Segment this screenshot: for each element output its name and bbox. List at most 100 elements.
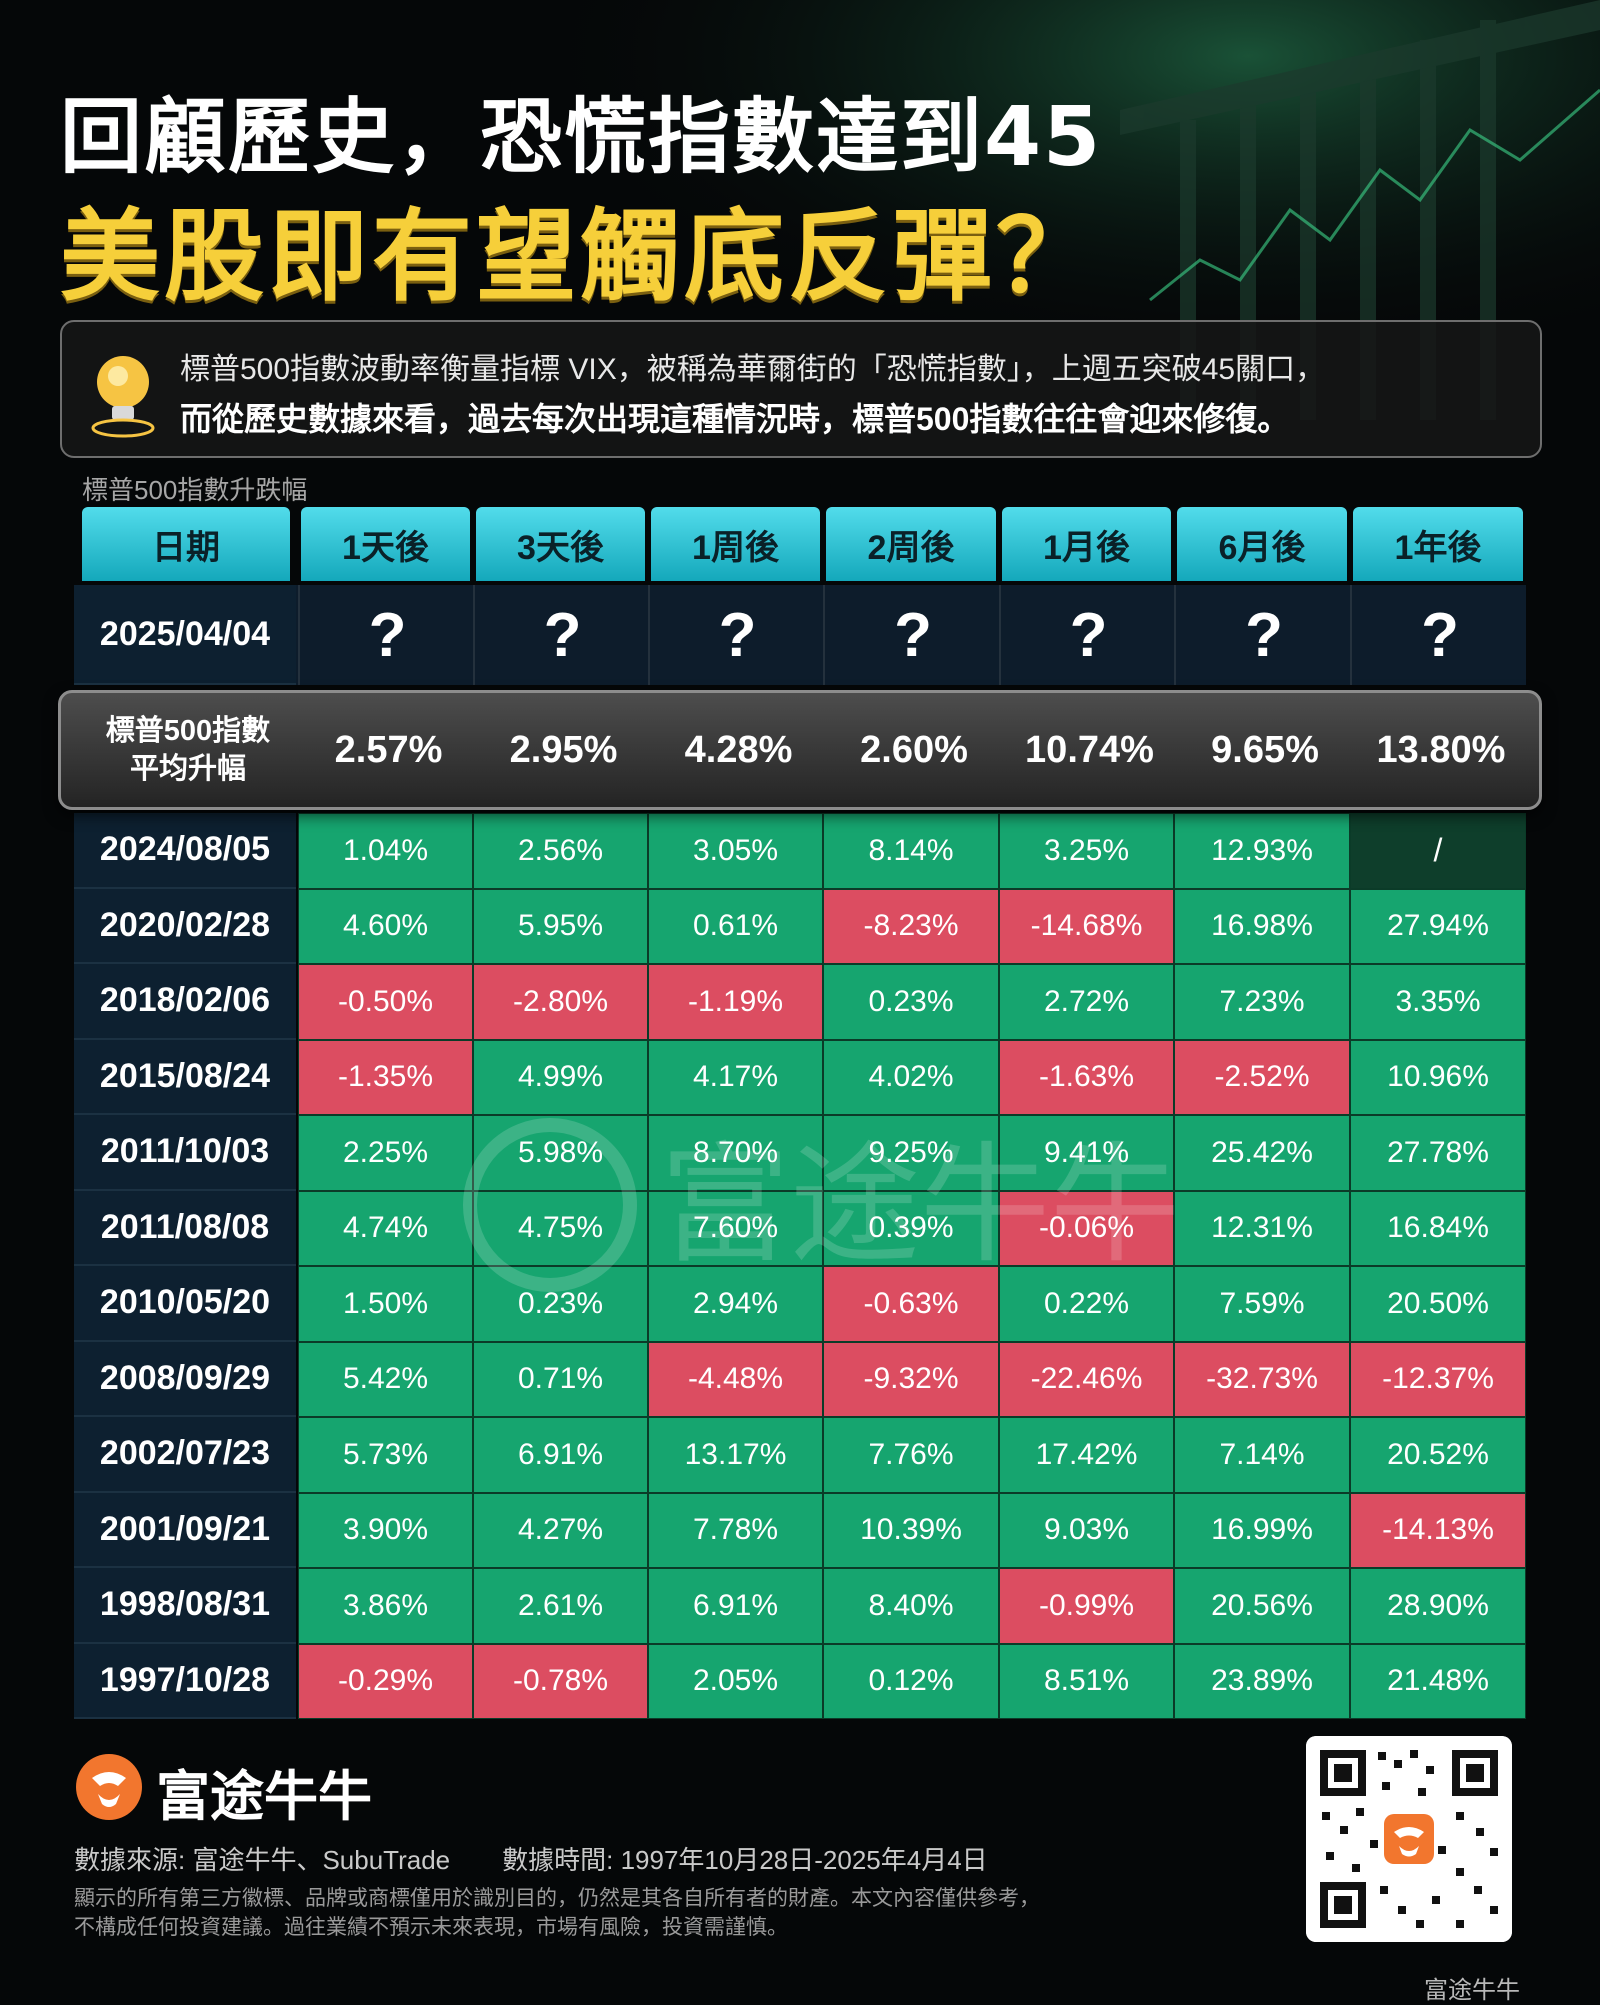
row-date: 2001/09/21 bbox=[74, 1492, 296, 1568]
table-cell: 6.91% bbox=[473, 1417, 648, 1493]
table-cell: 4.75% bbox=[473, 1190, 648, 1266]
table-cell: 7.78% bbox=[648, 1492, 823, 1568]
table-cell: -0.78% bbox=[473, 1643, 648, 1719]
table-cell: 0.61% bbox=[648, 888, 823, 964]
table-cell: 5.73% bbox=[298, 1417, 473, 1493]
table-cell: 2.72% bbox=[999, 964, 1174, 1040]
row-date: 2011/08/08 bbox=[74, 1190, 296, 1266]
table-cell: -2.80% bbox=[473, 964, 648, 1040]
table-cell: -0.99% bbox=[999, 1568, 1174, 1644]
table-cell: 13.17% bbox=[648, 1417, 823, 1493]
table-cell: / bbox=[1350, 813, 1526, 889]
table-cell: -1.63% bbox=[999, 1039, 1174, 1115]
table-cell: -9.32% bbox=[823, 1341, 999, 1417]
table-cell: 4.02% bbox=[823, 1039, 999, 1115]
table-cell: -1.19% bbox=[648, 964, 823, 1040]
average-value: 2.95% bbox=[509, 728, 618, 771]
table-cell: 0.39% bbox=[823, 1190, 999, 1266]
average-value: 4.28% bbox=[684, 728, 793, 771]
pending-value: ? bbox=[648, 585, 825, 685]
pending-value: ? bbox=[1174, 585, 1352, 685]
average-value: 2.57% bbox=[334, 728, 443, 771]
table-cell: 20.52% bbox=[1350, 1417, 1526, 1493]
table-cell: 4.74% bbox=[298, 1190, 473, 1266]
table-cell: 2.56% bbox=[473, 813, 648, 889]
table-cell: -4.48% bbox=[648, 1341, 823, 1417]
table-cell: 0.12% bbox=[823, 1643, 999, 1719]
intro-box: 標普500指數波動率衡量指標 VIX，被稱為華爾街的「恐慌指數」，上週五突破45… bbox=[60, 320, 1542, 458]
average-value: 13.80% bbox=[1376, 728, 1506, 771]
table-cell: 2.25% bbox=[298, 1115, 473, 1191]
futu-logo-icon bbox=[76, 1754, 142, 1820]
table-cell: -0.50% bbox=[298, 964, 473, 1040]
table-cell: 16.98% bbox=[1174, 888, 1350, 964]
table-cell: 5.42% bbox=[298, 1341, 473, 1417]
table-cell: 28.90% bbox=[1350, 1568, 1526, 1644]
table-cell: -32.73% bbox=[1174, 1341, 1350, 1417]
column-header: 1天後 bbox=[301, 507, 470, 581]
pending-value: ? bbox=[999, 585, 1176, 685]
table-cell: 9.03% bbox=[999, 1492, 1174, 1568]
table-cell: 23.89% bbox=[1174, 1643, 1350, 1719]
table-cell: 16.99% bbox=[1174, 1492, 1350, 1568]
table-cell: 12.93% bbox=[1174, 813, 1350, 889]
pending-value: ? bbox=[1350, 585, 1528, 685]
table-cell: 7.14% bbox=[1174, 1417, 1350, 1493]
pending-value: ? bbox=[823, 585, 1001, 685]
table-cell: 4.99% bbox=[473, 1039, 648, 1115]
table-cell: 4.17% bbox=[648, 1039, 823, 1115]
table-cell: 17.42% bbox=[999, 1417, 1174, 1493]
column-header: 1年後 bbox=[1353, 507, 1523, 581]
table-cell: 5.95% bbox=[473, 888, 648, 964]
brand-name: 富途牛牛 bbox=[156, 1767, 372, 1827]
table-cell: -22.46% bbox=[999, 1341, 1174, 1417]
row-date: 2010/05/20 bbox=[74, 1266, 296, 1342]
disclaimer-line-2: 不構成任何投資建議。過往業績不預示未來表現，市場有風險，投資需謹慎。 bbox=[74, 1916, 788, 1939]
average-row-label: 標普500指數 平均升幅 bbox=[75, 693, 301, 807]
table-cell: 7.76% bbox=[823, 1417, 999, 1493]
row-date: 2011/10/03 bbox=[74, 1115, 296, 1191]
table-cell: 8.14% bbox=[823, 813, 999, 889]
row-date: 2024/08/05 bbox=[74, 813, 296, 889]
table-cell: 4.27% bbox=[473, 1492, 648, 1568]
average-row: 標普500指數 平均升幅 2.57% 2.95% 4.28% 2.60% 10.74% 9.6… bbox=[58, 690, 1542, 810]
table-cell: 7.60% bbox=[648, 1190, 823, 1266]
table-cell: 0.22% bbox=[999, 1266, 1174, 1342]
qr-code bbox=[1306, 1736, 1512, 1942]
table-cell: 0.23% bbox=[473, 1266, 648, 1342]
table-cell: -14.68% bbox=[999, 888, 1174, 964]
average-value: 9.65% bbox=[1211, 728, 1319, 771]
table-cell: -0.63% bbox=[823, 1266, 999, 1342]
table-cell: 3.86% bbox=[298, 1568, 473, 1644]
row-date: 2018/02/06 bbox=[74, 964, 296, 1040]
data-source: 數據來源: 富途牛牛、SubuTrade 數據時間: 1997年10月28日-2… bbox=[74, 1845, 988, 1875]
table-cell: 7.23% bbox=[1174, 964, 1350, 1040]
table-cell: 9.41% bbox=[999, 1115, 1174, 1191]
table-cell: 16.84% bbox=[1350, 1190, 1526, 1266]
column-header: 1周後 bbox=[651, 507, 820, 581]
table-cell: -8.23% bbox=[823, 888, 999, 964]
table-cell: 3.90% bbox=[298, 1492, 473, 1568]
table-cell: 0.23% bbox=[823, 964, 999, 1040]
table-cell: 3.05% bbox=[648, 813, 823, 889]
average-value: 2.60% bbox=[860, 728, 968, 771]
column-header: 2周後 bbox=[826, 507, 996, 581]
table-cell: 25.42% bbox=[1174, 1115, 1350, 1191]
row-date: 2020/02/28 bbox=[74, 888, 296, 964]
table-cell: 12.31% bbox=[1174, 1190, 1350, 1266]
table-cell: 20.56% bbox=[1174, 1568, 1350, 1644]
table-cell: 8.51% bbox=[999, 1643, 1174, 1719]
table-cell: 2.94% bbox=[648, 1266, 823, 1342]
average-label-line-2: 平均升幅 bbox=[129, 753, 246, 785]
row-date: 1998/08/31 bbox=[74, 1568, 296, 1644]
table-cell: 2.61% bbox=[473, 1568, 648, 1644]
table-cell: 8.40% bbox=[823, 1568, 999, 1644]
table-cell: 10.96% bbox=[1350, 1039, 1526, 1115]
intro-text-line-1: 標普500指數波動率衡量指標 VIX，被稱為華爾街的「恐慌指數」，上週五突破45… bbox=[180, 353, 1326, 386]
table-cell: 3.35% bbox=[1350, 964, 1526, 1040]
table-cell: 27.94% bbox=[1350, 888, 1526, 964]
column-header: 3天後 bbox=[476, 507, 645, 581]
table-cell: 4.60% bbox=[298, 888, 473, 964]
column-header: 1月後 bbox=[1002, 507, 1171, 581]
table-cell: 8.70% bbox=[648, 1115, 823, 1191]
